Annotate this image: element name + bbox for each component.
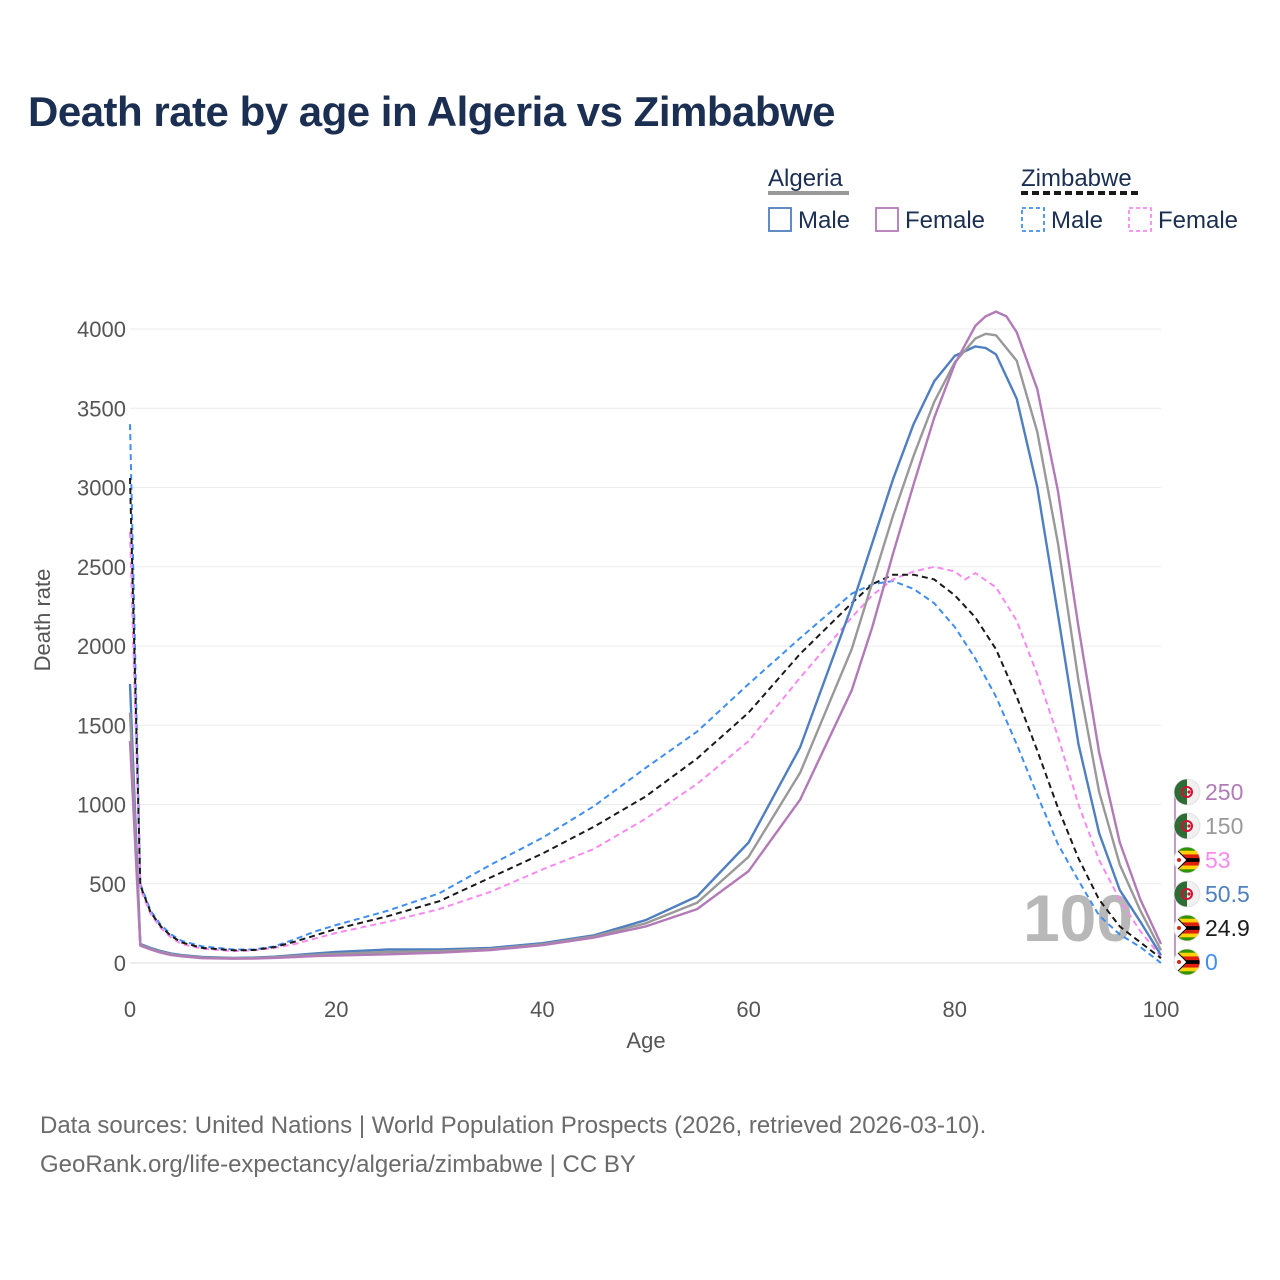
end-label-value: 53	[1205, 847, 1231, 873]
y-tick-label: 1500	[77, 713, 126, 738]
series-line-algeria-male	[128, 345, 1163, 960]
end-label-value: 250	[1205, 779, 1243, 805]
legend-swatch-zimbabwe-female[interactable]	[1128, 207, 1152, 232]
y-tick-label: 3500	[77, 396, 126, 421]
legend-swatch-algeria-female[interactable]	[875, 207, 899, 232]
legend-group-zimbabwe: Zimbabwe	[1021, 165, 1132, 192]
y-tick-label: 0	[114, 951, 126, 976]
legend-label-zimbabwe-male[interactable]: Male	[1051, 207, 1103, 234]
series-line-zimbabwe-female	[129, 531, 1162, 958]
x-tick-label: 0	[124, 997, 136, 1022]
zimbabwe-flag-icon	[1173, 948, 1201, 976]
series-line-zimbabwe-total	[129, 477, 1162, 959]
source-note: Data sources: United Nations | World Pop…	[40, 1106, 986, 1184]
legend: Algeria Male Female Zimbabwe Male Female	[768, 165, 1238, 234]
legend-label-algeria-male[interactable]: Male	[798, 207, 850, 234]
legend-group-algeria: Algeria	[768, 165, 843, 192]
y-tick-label: 2500	[77, 555, 126, 580]
x-tick-label: 60	[736, 997, 760, 1022]
legend-label-algeria-female[interactable]: Female	[905, 207, 985, 234]
x-tick-label: 100	[1143, 997, 1180, 1022]
series-line-zimbabwe-male	[129, 424, 1162, 964]
source-line-1: Data sources: United Nations | World Pop…	[40, 1112, 987, 1139]
end-label-value: 24.9	[1205, 915, 1250, 941]
algeria-flag-icon	[1173, 778, 1201, 806]
legend-label-zimbabwe-female[interactable]: Female	[1158, 207, 1238, 234]
x-tick-label: 80	[943, 997, 967, 1022]
y-tick-label: 4000	[77, 317, 126, 342]
end-label-value: 150	[1205, 813, 1243, 839]
series-line-algeria-female	[128, 310, 1163, 960]
y-axis-label: Death rate	[30, 569, 55, 672]
end-labels: 250 150 53 50.5 24.9 0	[1173, 778, 1250, 976]
algeria-flag-icon	[1173, 812, 1201, 840]
y-tick-label: 500	[89, 872, 126, 897]
x-tick-label: 40	[530, 997, 554, 1022]
age-watermark: 100	[1023, 881, 1133, 955]
grid	[130, 328, 1161, 964]
axes: 0 500 1000 1500 2000 2500 3000 3500 4000 0 20 40 60 8…	[77, 317, 1179, 1022]
legend-swatch-algeria-male[interactable]	[768, 207, 792, 232]
source-line-2[interactable]: GeoRank.org/life-expectancy/algeria/zimb…	[40, 1151, 636, 1178]
end-label-value: 0	[1205, 949, 1218, 975]
y-tick-label: 1000	[77, 793, 126, 818]
x-axis-label: Age	[626, 1028, 665, 1053]
series-lines	[128, 310, 1163, 964]
y-tick-label: 3000	[77, 476, 126, 501]
zimbabwe-flag-icon	[1173, 914, 1201, 942]
chart-title: Death rate by age in Algeria vs Zimbabwe	[28, 88, 836, 135]
zimbabwe-flag-icon	[1173, 846, 1201, 874]
algeria-flag-icon	[1173, 880, 1201, 908]
x-tick-label: 20	[324, 997, 348, 1022]
y-tick-label: 2000	[77, 634, 126, 659]
legend-swatch-zimbabwe-male[interactable]	[1021, 207, 1045, 232]
end-label-value: 50.5	[1205, 881, 1250, 907]
